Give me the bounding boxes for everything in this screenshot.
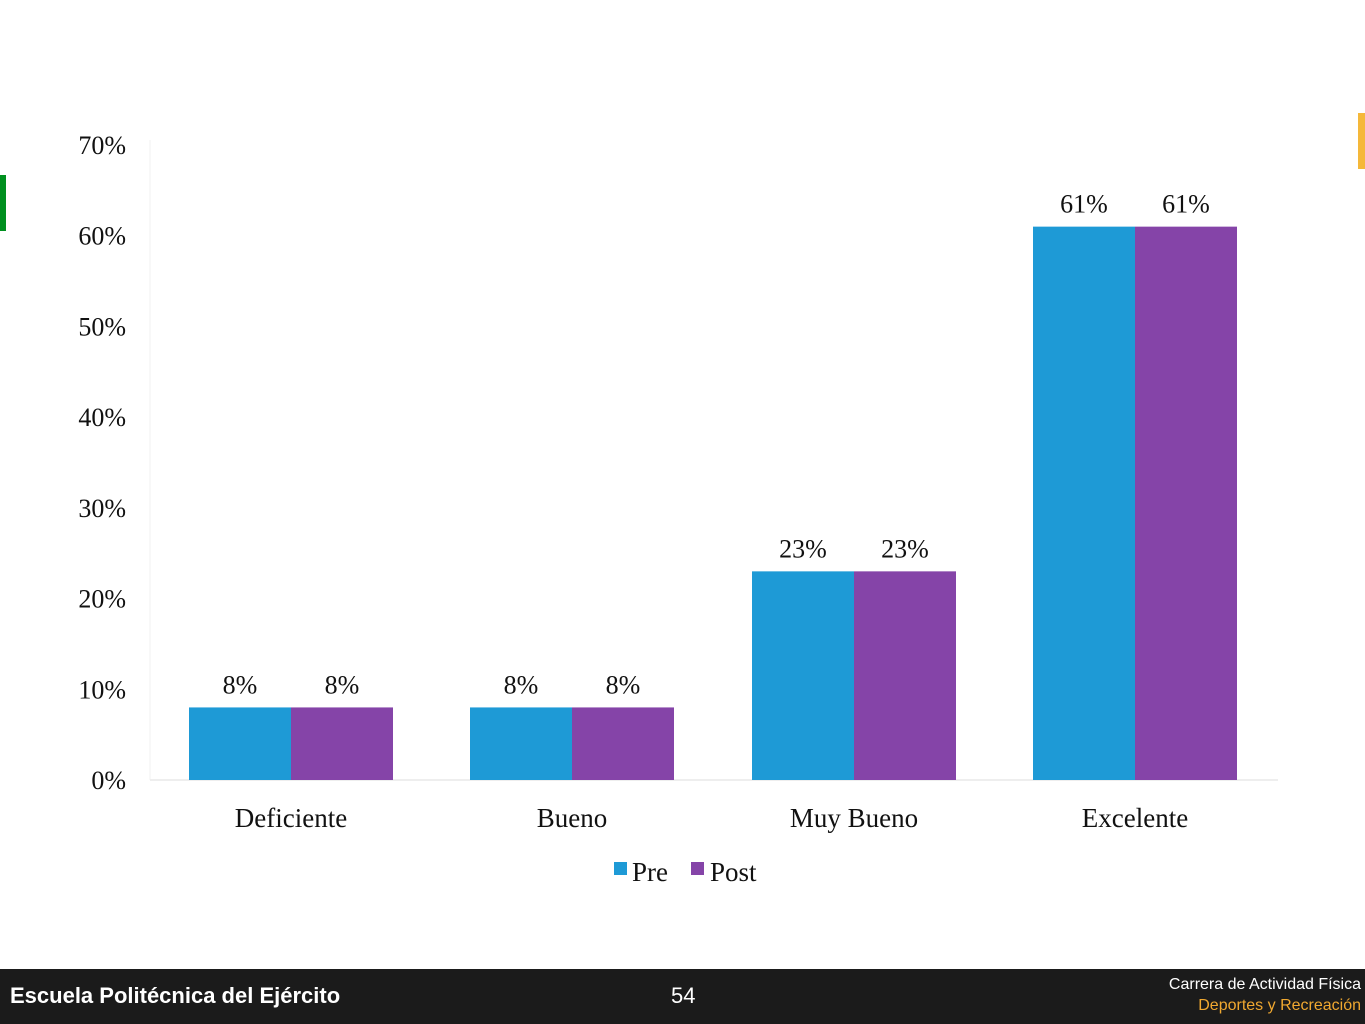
bar-pre	[1033, 226, 1135, 781]
y-tick-label: 30%	[78, 494, 126, 523]
data-label: 23%	[881, 534, 929, 563]
legend-swatch-pre	[614, 862, 627, 875]
bars	[189, 226, 1237, 781]
page-number: 54	[671, 983, 696, 1008]
y-tick-label: 60%	[78, 222, 126, 251]
bar-pre	[470, 707, 572, 780]
footer-bar: Escuela Politécnica del Ejército 54 Carr…	[0, 969, 1365, 1024]
data-label: 8%	[606, 670, 641, 699]
y-tick-label: 20%	[78, 585, 126, 614]
green-accent-bar	[0, 175, 6, 231]
data-labels: 8% 8% 8% 8% 23% 23% 61% 61%	[223, 190, 1210, 700]
bar-chart: 0% 10% 20% 30% 40% 50% 60% 70% 8% 8% 8% 8% 23% 23% 61…	[78, 131, 1278, 887]
data-label: 8%	[325, 670, 360, 699]
program-line-2: Deportes y Recreación	[1198, 997, 1361, 1014]
y-tick-label: 40%	[78, 403, 126, 432]
legend-swatch-post	[691, 862, 704, 875]
bar-post	[854, 571, 956, 780]
legend-label: Post	[710, 857, 757, 887]
category-labels: Deficiente Bueno Muy Bueno Excelente	[235, 803, 1188, 833]
y-tick-label: 0%	[91, 766, 126, 795]
data-label: 61%	[1060, 190, 1108, 219]
y-tick-labels: 0% 10% 20% 30% 40% 50% 60% 70%	[78, 131, 126, 795]
bar-pre	[752, 571, 854, 780]
category-label: Bueno	[537, 803, 608, 833]
program-line-1: Carrera de Actividad Física	[1168, 976, 1361, 993]
legend: Pre Post	[614, 857, 757, 887]
bar-pre	[189, 707, 291, 780]
bar-post	[572, 707, 674, 780]
institution-name: Escuela Politécnica del Ejército	[10, 983, 341, 1008]
category-label: Excelente	[1082, 803, 1188, 833]
data-label: 8%	[504, 670, 539, 699]
data-label: 61%	[1162, 190, 1210, 219]
data-label: 23%	[779, 534, 827, 563]
y-tick-label: 70%	[78, 131, 126, 160]
category-label: Deficiente	[235, 803, 347, 833]
y-tick-label: 50%	[78, 312, 126, 341]
bar-post	[1135, 226, 1237, 781]
orange-accent-bar	[1358, 113, 1365, 169]
bar-post	[291, 707, 393, 780]
data-label: 8%	[223, 670, 258, 699]
program-name: Carrera de Actividad Física Deportes y R…	[1169, 974, 1361, 1016]
y-tick-label: 10%	[78, 675, 126, 704]
category-label: Muy Bueno	[790, 803, 918, 833]
legend-label: Pre	[632, 857, 668, 887]
